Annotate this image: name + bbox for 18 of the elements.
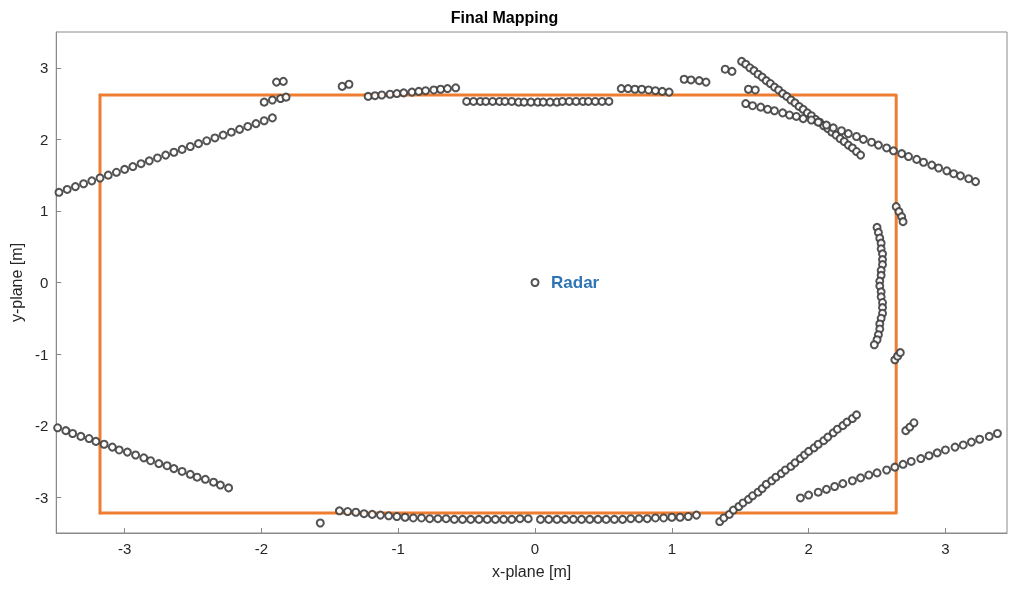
annotation: Radar (551, 272, 600, 292)
y-tick-label: 2 (39, 130, 49, 148)
x-tick-label: -1 (391, 540, 405, 557)
x-tick-label: 2 (804, 540, 813, 557)
chart-title: Final Mapping (450, 8, 559, 26)
x-axis-title: x-plane [m] (492, 562, 572, 580)
y-tick-label: 1 (39, 202, 49, 220)
y-tick-label: -1 (34, 345, 49, 363)
x-tick-label: 1 (667, 540, 677, 557)
x-tick-label: -3 (117, 540, 132, 557)
x-tick-label: -2 (254, 540, 269, 557)
y-tick-label: 0 (39, 274, 49, 291)
y-tick-label: -3 (34, 488, 49, 506)
y-tick-label: 3 (39, 59, 49, 77)
y-axis-title: y-plane [m] (7, 242, 25, 323)
x-tick-label: 3 (941, 540, 950, 557)
x-tick-label: 0 (530, 540, 540, 557)
y-tick-label: -2 (34, 417, 49, 435)
